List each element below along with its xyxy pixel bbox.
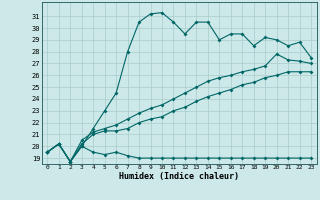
X-axis label: Humidex (Indice chaleur): Humidex (Indice chaleur) (119, 172, 239, 181)
